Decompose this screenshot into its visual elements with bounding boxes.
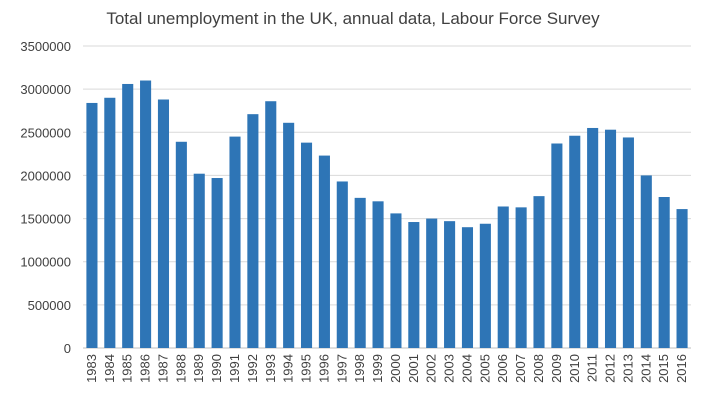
bar-2012 (604, 129, 617, 348)
bar-1984 (104, 97, 116, 349)
x-tick-label: 1998 (352, 354, 367, 383)
x-tick-label: 1987 (155, 354, 170, 383)
x-tick-label: 1983 (84, 354, 99, 383)
x-tick-label: 2012 (603, 354, 618, 383)
x-tick-label: 1993 (263, 354, 278, 383)
bar-2009 (551, 143, 563, 348)
bar-2016 (676, 209, 688, 348)
y-tick-label: 3000000 (20, 82, 71, 97)
bar-2007 (515, 207, 527, 348)
y-tick-label: 500000 (28, 298, 71, 313)
x-tick-label: 1989 (191, 354, 206, 383)
x-tick-label: 2001 (406, 354, 421, 383)
x-tick-label: 1996 (316, 354, 331, 383)
bar-1999 (372, 201, 384, 348)
y-tick-label: 1500000 (20, 212, 71, 227)
bar-2003 (444, 221, 456, 348)
x-tick-label: 2016 (674, 354, 689, 383)
bar-1994 (283, 122, 295, 349)
x-tick-label: 1994 (281, 354, 296, 383)
x-tick-label: 1985 (120, 354, 135, 383)
x-tick-label: 1988 (173, 354, 188, 383)
x-tick-label: 1990 (209, 354, 224, 383)
bar-1998 (354, 197, 366, 348)
gridlines (83, 45, 691, 349)
x-tick-label: 2009 (549, 354, 564, 383)
bar-1985 (122, 83, 134, 349)
bar-2001 (408, 222, 420, 348)
bar-1997 (336, 181, 348, 348)
bar-2008 (533, 196, 545, 348)
x-tick-label: 1999 (370, 354, 385, 383)
x-tick-label: 2004 (459, 354, 474, 383)
x-axis: 1983 1984 1985 1986 1987 1988 1989 1990 1991 1992… (84, 354, 689, 383)
x-tick-label: 1991 (227, 354, 242, 383)
bar-1986 (140, 80, 152, 348)
x-tick-label: 1995 (299, 354, 314, 383)
bar-1983 (86, 102, 98, 348)
y-tick-label: 0 (64, 341, 71, 356)
bar-2000 (390, 213, 402, 348)
x-tick-label: 2006 (495, 354, 510, 383)
bar-1990 (211, 178, 223, 348)
x-tick-label: 2003 (442, 354, 457, 383)
chart-title: Total unemployment in the UK, annual dat… (106, 9, 600, 28)
bar-1993 (265, 101, 277, 348)
x-tick-label: 2010 (567, 354, 582, 383)
bar-2013 (622, 137, 634, 348)
x-tick-label: 2000 (388, 354, 403, 383)
x-tick-label: 1997 (334, 354, 349, 383)
x-tick-label: 2015 (656, 354, 671, 383)
y-axis: 0 500000 1000000 1500000 2000000 2500000 30000… (20, 39, 71, 356)
bar-1996 (318, 155, 330, 348)
y-tick-label: 3500000 (20, 39, 71, 54)
bar-1988 (175, 141, 187, 348)
bar-2005 (479, 223, 491, 348)
y-tick-label: 2000000 (20, 168, 71, 183)
x-tick-label: 2013 (620, 354, 635, 383)
y-tick-label: 1000000 (20, 255, 71, 270)
x-tick-label: 2008 (531, 354, 546, 383)
bar-2006 (497, 206, 509, 348)
x-tick-label: 2014 (638, 354, 653, 383)
bar-2004 (461, 227, 474, 348)
x-tick-label: 2011 (585, 354, 600, 382)
bar-2010 (569, 135, 581, 348)
x-tick-label: 1984 (102, 354, 117, 383)
bar-1992 (247, 114, 259, 348)
x-tick-label: 2007 (513, 354, 528, 383)
x-tick-label: 1992 (245, 354, 260, 383)
x-tick-label: 1986 (138, 354, 153, 383)
bar-2014 (640, 175, 652, 348)
bar-1995 (300, 142, 313, 348)
bar-2015 (658, 197, 670, 348)
bar-2011 (587, 127, 599, 348)
x-tick-label: 2005 (477, 354, 492, 383)
x-tick-label: 2002 (424, 354, 439, 383)
bars (86, 80, 688, 349)
bar-1991 (229, 136, 241, 348)
bar-1989 (193, 173, 205, 348)
bar-1987 (157, 99, 170, 348)
y-tick-label: 2500000 (20, 125, 71, 140)
bar-2002 (426, 218, 438, 348)
